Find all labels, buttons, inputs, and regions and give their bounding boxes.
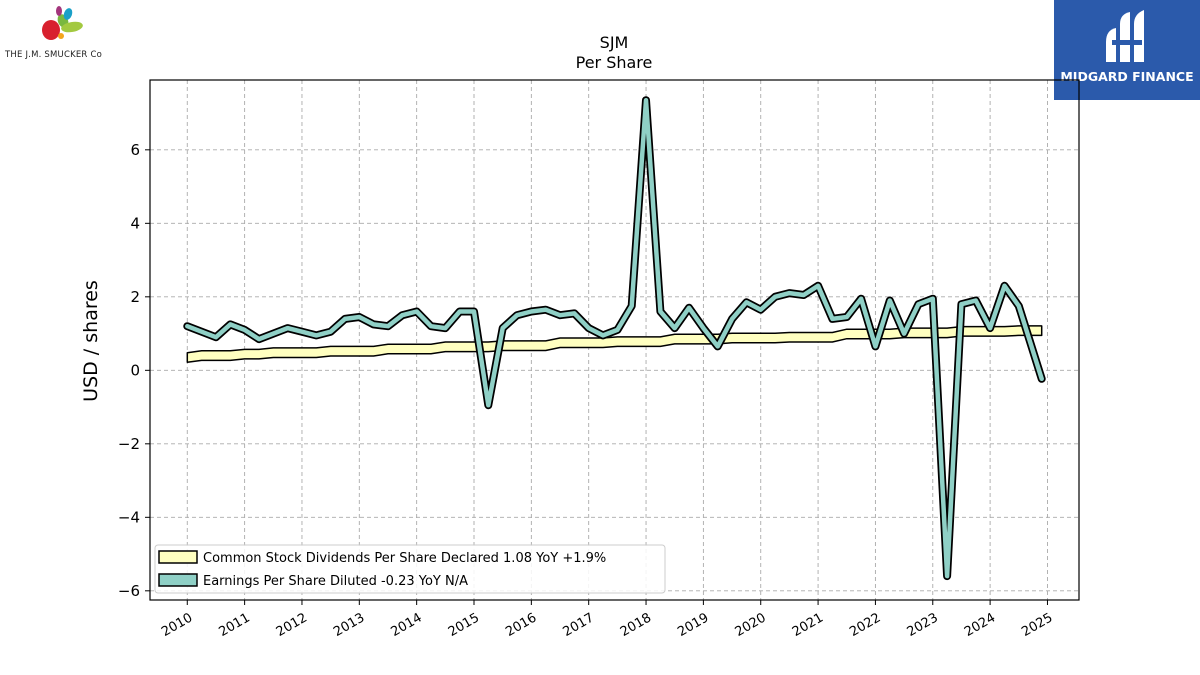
y-axis-label: USD / shares	[80, 280, 102, 402]
x-tick-label: 2021	[790, 610, 826, 640]
plot-frame	[149, 79, 1080, 601]
legend-swatch-eps	[158, 573, 198, 587]
x-tick-label: 2024	[962, 610, 998, 640]
x-tick-label: 2022	[847, 610, 883, 640]
y-tick-label: −4	[118, 508, 140, 526]
series-layer	[183, 96, 1046, 581]
series-dividends-band	[186, 325, 1043, 363]
x-tick-label: 2014	[388, 610, 424, 640]
x-tick-label: 2018	[618, 610, 654, 640]
x-tick-label: 2013	[331, 610, 367, 640]
legend: Common Stock Dividends Per Share Declare…	[154, 544, 666, 594]
x-tick-label: 2016	[503, 610, 539, 640]
chart-title: SJM	[600, 33, 629, 52]
legend-frame	[154, 544, 666, 594]
x-tick-label: 2025	[1019, 610, 1055, 640]
x-tick-label: 2023	[905, 610, 941, 640]
legend-swatch-dividends	[158, 550, 198, 564]
x-tick-label: 2012	[274, 610, 310, 640]
x-tick-label: 2011	[216, 610, 252, 640]
midgard-finance-logo: MIDGARD FINANCE	[1054, 0, 1200, 100]
x-tick-label: 2015	[446, 610, 482, 640]
midgard-finance-logo-text: MIDGARD FINANCE	[1060, 69, 1194, 84]
smucker-logo: THE J.M. SMUCKER Co	[0, 0, 130, 70]
x-tick-label: 2010	[159, 610, 195, 640]
smucker-logo-caption: THE J.M. SMUCKER Co	[5, 50, 102, 60]
legend-label-dividends: Common Stock Dividends Per Share Declare…	[203, 551, 606, 566]
y-tick-label: 0	[130, 361, 140, 379]
y-tick-label: 6	[130, 141, 140, 159]
y-tick-label: −2	[118, 435, 140, 453]
y-tick-label: 4	[130, 214, 140, 232]
x-tick-label: 2020	[733, 610, 769, 640]
y-tick-label: −6	[118, 582, 140, 600]
x-tick-label: 2019	[675, 610, 711, 640]
smucker-logo-mark	[42, 6, 83, 40]
chart-subtitle: Per Share	[576, 53, 653, 72]
y-tick-label: 2	[130, 288, 140, 306]
x-tick-label: 2017	[561, 610, 597, 640]
series-eps-line	[185, 97, 1044, 579]
legend-label-eps: Earnings Per Share Diluted -0.23 YoY N/A	[203, 574, 468, 589]
midgard-finance-logo-mark	[1106, 10, 1144, 62]
